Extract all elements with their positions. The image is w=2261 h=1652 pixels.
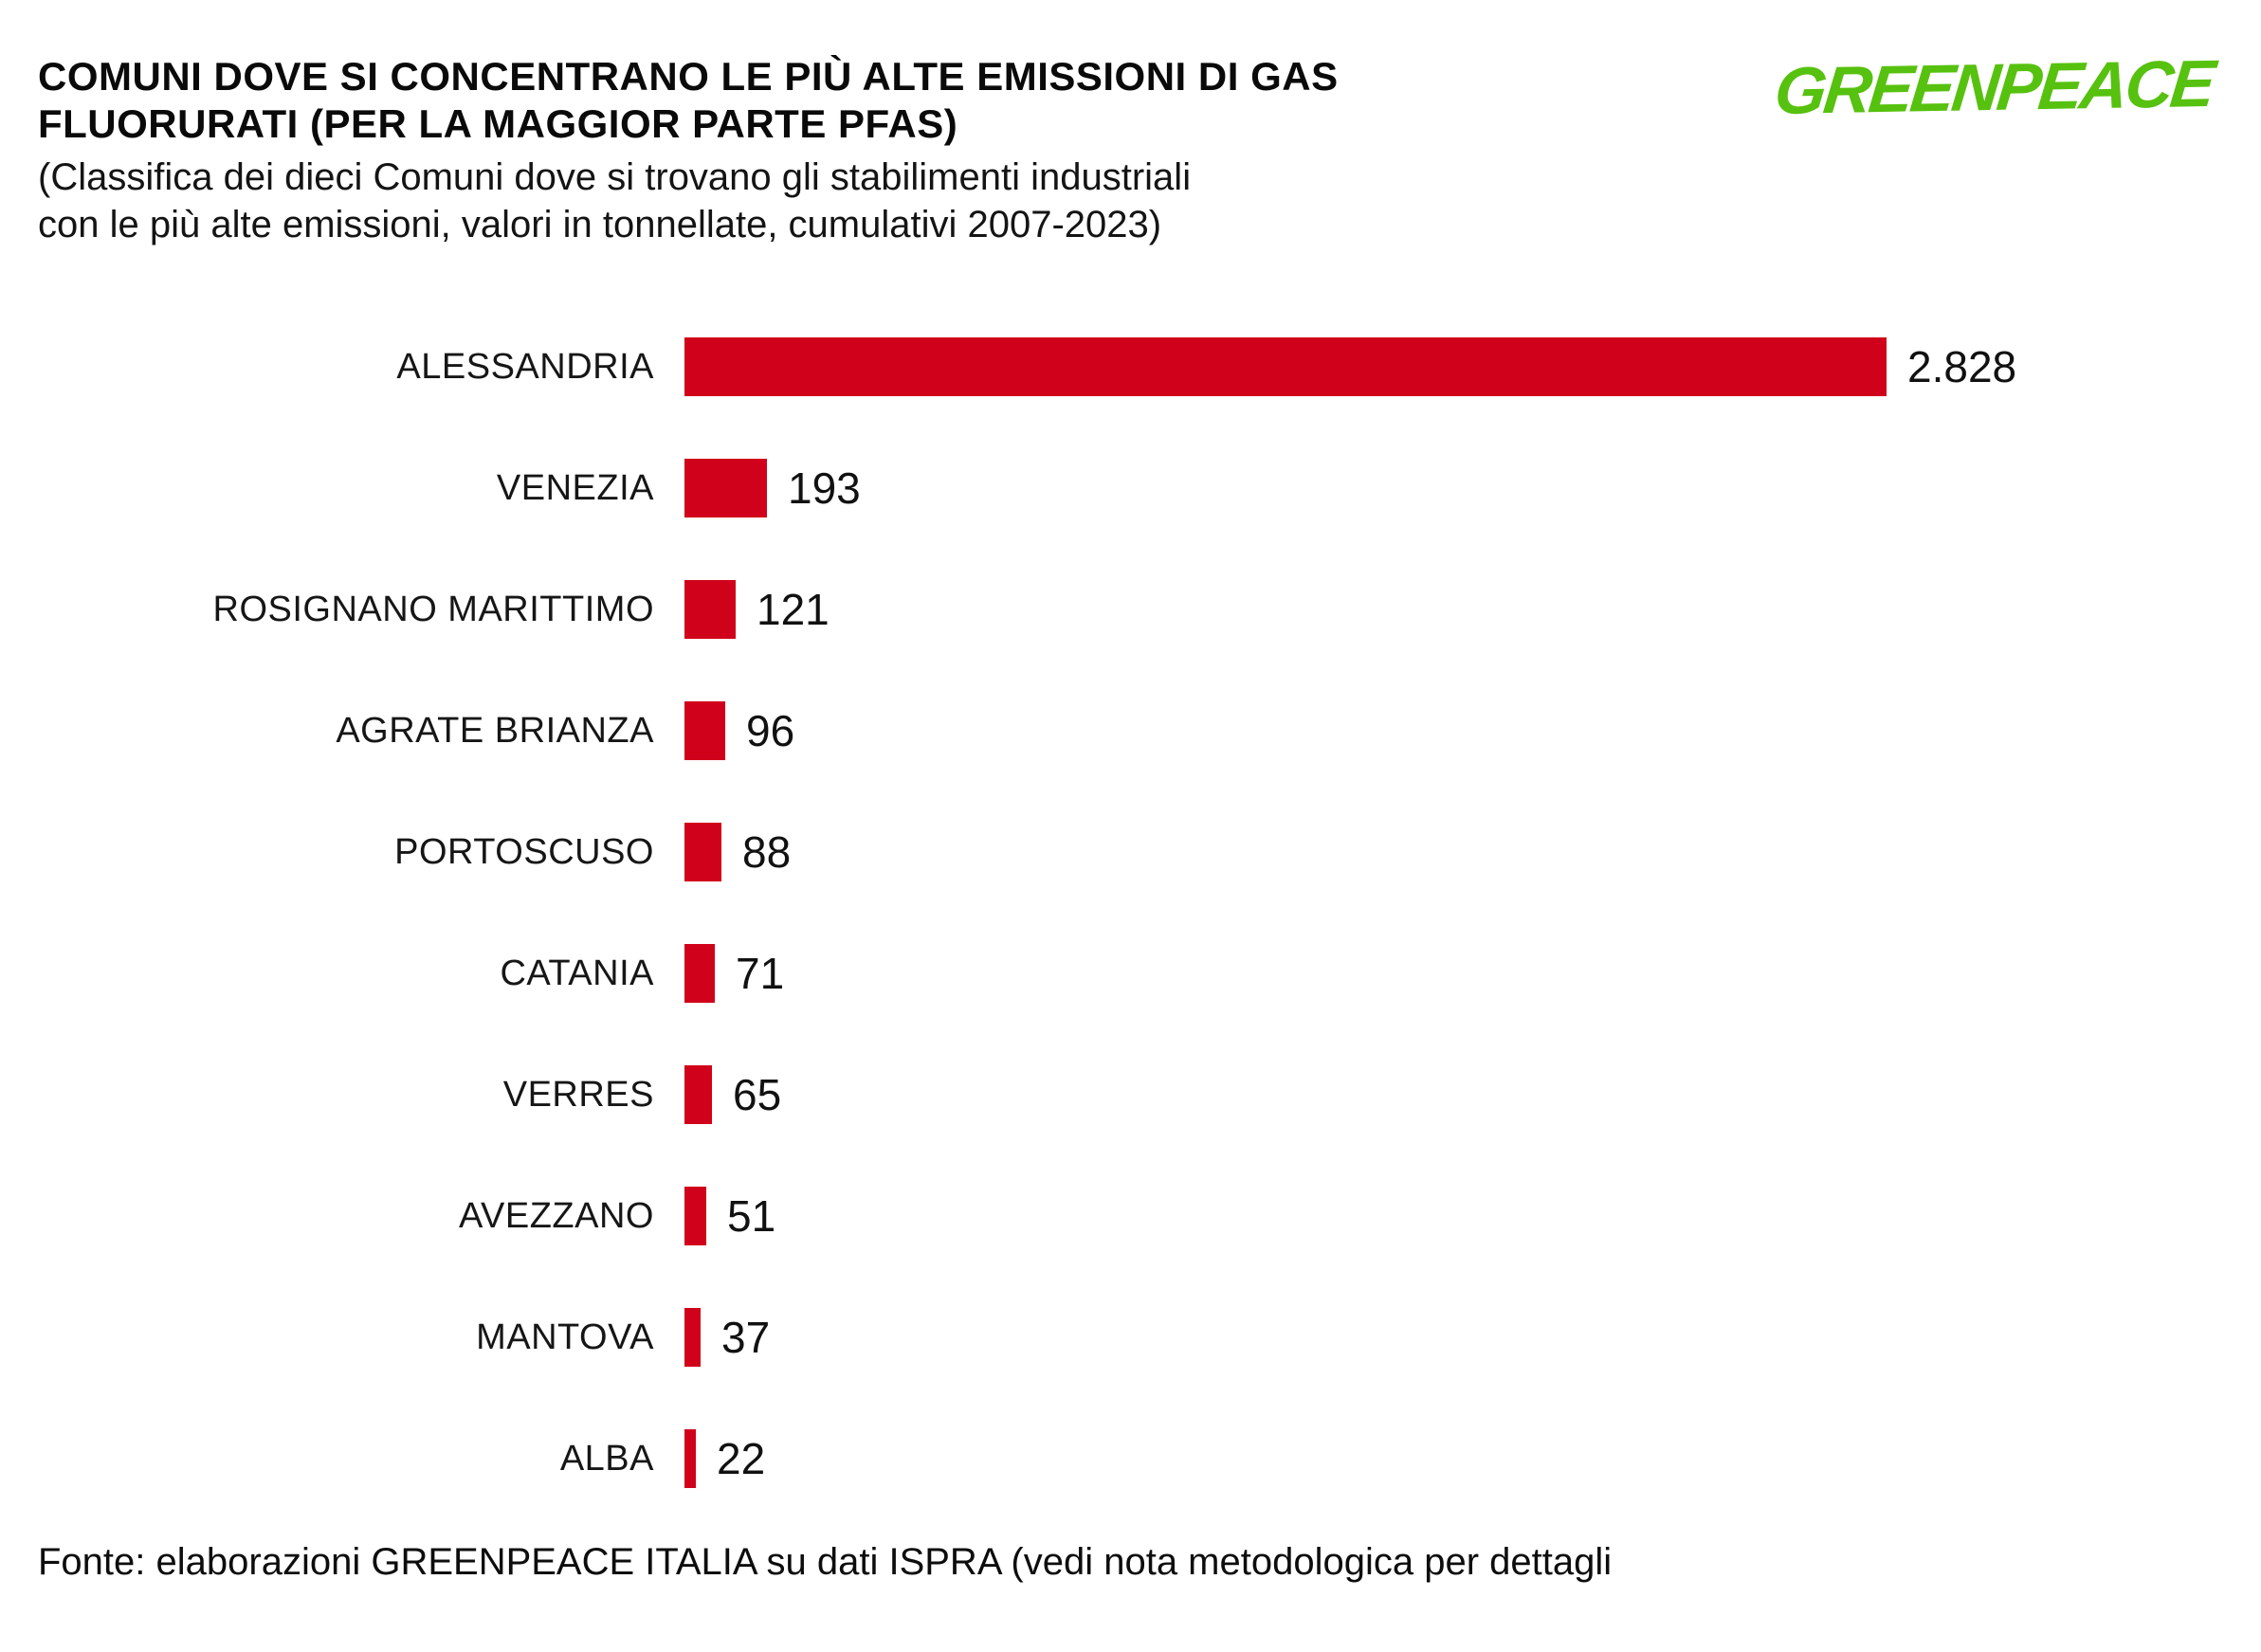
page-subtitle-line1: (Classifica dei dieci Comuni dove si tro… — [38, 156, 1192, 198]
category-label: VERRES — [502, 1074, 654, 1115]
category-label: VENEZIA — [496, 467, 654, 508]
bar-chart: ALESSANDRIA 2.828 VENEZIA 193 ROSIGNANO … — [38, 306, 2242, 1519]
value-label: 96 — [746, 706, 795, 755]
chart-row: ALESSANDRIA 2.828 — [38, 306, 2242, 427]
value-label: 71 — [736, 949, 785, 998]
value-label: 121 — [757, 585, 830, 634]
value-label: 22 — [717, 1434, 766, 1483]
chart-row: ALBA 22 — [38, 1398, 2242, 1519]
chart-row: AGRATE BRIANZA 96 — [38, 670, 2242, 791]
bar — [684, 580, 736, 639]
page-title-line1: COMUNI DOVE SI CONCENTRANO LE PIÙ ALTE E… — [38, 54, 1339, 99]
category-label: ROSIGNANO MARITTIMO — [212, 589, 654, 629]
header: COMUNI DOVE SI CONCENTRANO LE PIÙ ALTE E… — [38, 53, 1339, 248]
page-subtitle: (Classifica dei dieci Comuni dove si tro… — [38, 154, 1339, 248]
category-label: AVEZZANO — [459, 1195, 654, 1236]
category-label: ALESSANDRIA — [396, 346, 654, 387]
chart-row: MANTOVA 37 — [38, 1277, 2242, 1398]
bar — [684, 1429, 696, 1488]
chart-row: ROSIGNANO MARITTIMO 121 — [38, 549, 2242, 670]
chart-row: VENEZIA 193 — [38, 427, 2242, 549]
bar — [684, 337, 1887, 396]
chart-row: VERRES 65 — [38, 1034, 2242, 1155]
bar — [684, 701, 725, 760]
chart-row: AVEZZANO 51 — [38, 1155, 2242, 1277]
value-label: 88 — [742, 827, 792, 877]
bar — [684, 823, 721, 881]
greenpeace-logo: GREENPEACE — [1771, 45, 2216, 129]
category-label: MANTOVA — [476, 1316, 654, 1357]
bar — [684, 1187, 706, 1245]
bar — [684, 1065, 712, 1124]
category-label: PORTOSCUSO — [394, 831, 654, 872]
category-label: CATANIA — [500, 953, 654, 993]
chart-row: PORTOSCUSO 88 — [38, 791, 2242, 913]
category-label: ALBA — [559, 1438, 654, 1479]
page-title-line2: FLUORURATI (PER LA MAGGIOR PARTE PFAS) — [38, 101, 958, 146]
value-label: 193 — [788, 463, 861, 513]
value-label: 37 — [721, 1313, 771, 1362]
bar — [684, 459, 767, 517]
source-note: Fonte: elaborazioni GREENPEACE ITALIA su… — [38, 1541, 1613, 1583]
value-label: 2.828 — [1907, 342, 2017, 391]
chart-row: CATANIA 71 — [38, 913, 2242, 1034]
page-title: COMUNI DOVE SI CONCENTRANO LE PIÙ ALTE E… — [38, 53, 1339, 148]
category-label: AGRATE BRIANZA — [336, 710, 654, 751]
bar — [684, 944, 715, 1003]
bar — [684, 1308, 701, 1367]
value-label: 51 — [727, 1191, 776, 1241]
value-label: 65 — [733, 1070, 782, 1119]
page-subtitle-line2: con le più alte emissioni, valori in ton… — [38, 204, 1162, 245]
